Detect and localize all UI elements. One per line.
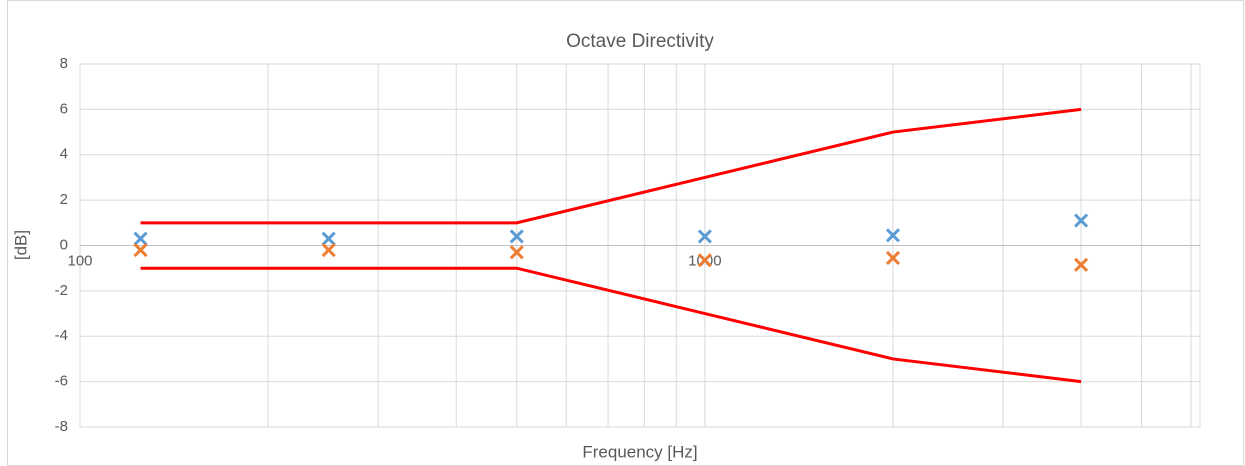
chart-frame: [7, 0, 1244, 466]
marker: [321, 231, 336, 246]
y-tick-label: 8: [60, 55, 68, 72]
marker: [133, 242, 148, 258]
y-tick-label: -4: [55, 327, 68, 344]
marker: [697, 253, 712, 268]
series-line: [140, 266, 1082, 384]
marker: [697, 229, 712, 244]
marker: [133, 231, 148, 246]
y-tick-label: 0: [60, 236, 68, 253]
y-tick-label: -2: [55, 282, 68, 299]
marker: [1074, 213, 1089, 228]
y-tick-label: 6: [60, 100, 68, 117]
x-axis-label: Frequency [Hz]: [582, 442, 697, 461]
chart-title: Octave Directivity: [566, 31, 714, 52]
marker: [885, 228, 901, 243]
marker: [509, 229, 524, 244]
marker: [509, 245, 524, 260]
marker: [885, 250, 901, 266]
x-tick-label: 100: [67, 252, 92, 269]
y-tick-label: 4: [60, 146, 68, 163]
marker: [1074, 257, 1089, 272]
y-tick-label: -6: [55, 373, 68, 390]
y-tick-label: -8: [55, 418, 68, 435]
marker: [321, 242, 336, 258]
y-axis-label: [dB]: [11, 230, 30, 260]
series-line: [140, 107, 1082, 225]
y-tick-label: 2: [60, 191, 68, 208]
